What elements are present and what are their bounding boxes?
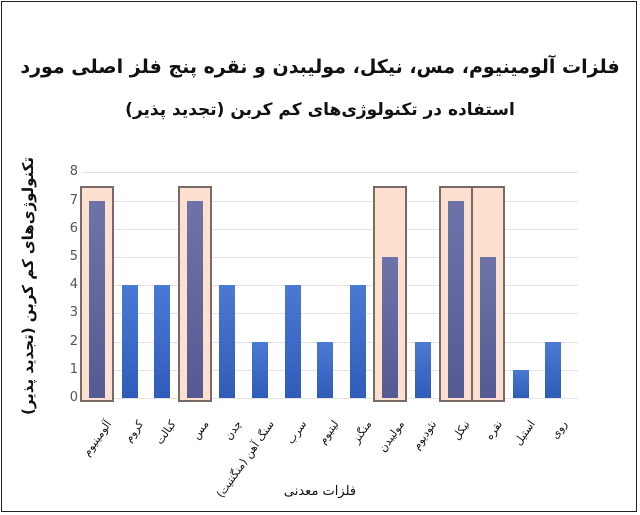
y-tick-label: 6: [69, 220, 78, 236]
y-tick-label: 1: [69, 361, 78, 377]
bar: [545, 341, 562, 398]
bar: [480, 257, 497, 398]
y-tick-label: 7: [69, 192, 78, 208]
y-tick-label: 4: [69, 277, 78, 293]
gridline: [82, 172, 578, 174]
chart-title: فلزات آلومینیوم، مس، نیکل، مولیبدن و نقر…: [20, 56, 620, 78]
bar: [447, 200, 464, 398]
y-tick-label: 0: [69, 390, 78, 405]
bar: [186, 200, 203, 398]
y-tick-label: 2: [69, 333, 78, 349]
bar: [219, 285, 236, 398]
y-tick-label: 3: [69, 305, 78, 321]
bar: [317, 341, 334, 398]
bar: [154, 285, 171, 398]
chart-subtitle: استفاده در تکنولوژی‌های کم کربن (تجدید پ…: [125, 100, 515, 120]
gridline: [82, 257, 578, 258]
bar: [415, 341, 431, 398]
bar: [121, 285, 138, 398]
gridline: [82, 200, 578, 202]
y-tick-label: 5: [69, 249, 78, 264]
x-axis-label: فلزات معدنی: [283, 484, 357, 499]
y-axis-label: تکنولوژی‌های کم کربن (تجدید پذیر): [19, 156, 37, 416]
bar: [512, 369, 529, 398]
bar: [382, 257, 399, 398]
bar: [284, 285, 301, 398]
bar: [252, 341, 268, 398]
gridline: [82, 228, 578, 230]
gridline: [82, 398, 578, 399]
bar: [349, 285, 366, 398]
gridline: [82, 313, 578, 315]
bar: [89, 200, 105, 398]
y-tick-label: 8: [69, 164, 78, 180]
gridline: [82, 285, 578, 287]
